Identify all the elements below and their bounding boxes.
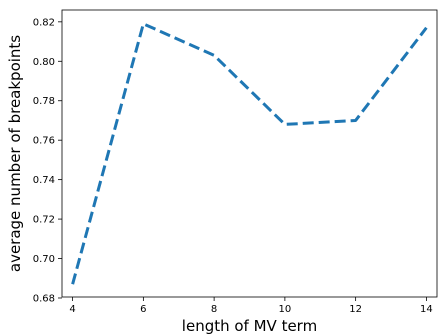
- x-tick-label: 12: [349, 304, 362, 315]
- series-line-1: [71, 22, 428, 285]
- y-tick-label: 0.68: [33, 293, 55, 304]
- y-tick-label: 0.76: [33, 136, 55, 147]
- y-tick-label: 0.82: [33, 17, 55, 28]
- axes-frame: [61, 9, 438, 298]
- y-tick-label: 0.80: [33, 57, 55, 68]
- x-axis-label: length of MV term: [182, 317, 317, 334]
- y-tick-label: 0.78: [33, 96, 55, 107]
- x-tick-label: 14: [420, 304, 433, 315]
- x-tick-label: 4: [69, 304, 75, 315]
- x-tick-label: 8: [211, 304, 217, 315]
- y-axis-label: average number of breakpoints: [6, 35, 24, 272]
- x-tick-label: 6: [140, 304, 146, 315]
- y-tick-label: 0.74: [33, 175, 55, 186]
- x-tick-label: 10: [279, 304, 292, 315]
- y-tick-label: 0.70: [33, 254, 55, 265]
- plot-area: [61, 9, 438, 298]
- axis-ticks: 4 6 8 10 12 14 0.68 0.70 0.72 0.74 0.76 0.78 0.80 0.8…: [33, 17, 433, 315]
- y-tick-label: 0.72: [33, 215, 55, 226]
